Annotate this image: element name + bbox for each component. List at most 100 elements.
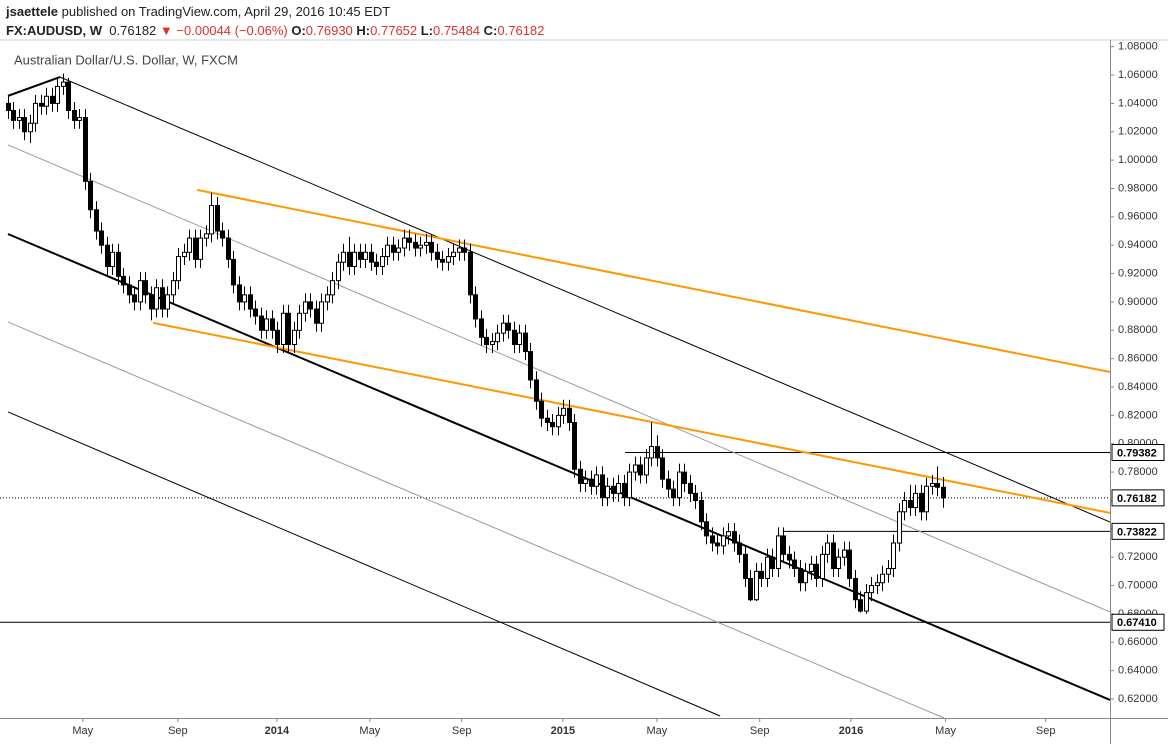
candle-body [886,568,891,575]
chart-title: Australian Dollar/U.S. Dollar, W, FXCM [14,52,238,67]
header: jsaettele published on TradingView.com, … [6,2,544,40]
candle-body [473,294,478,320]
y-tick-label: 1.02000 [1118,126,1158,138]
change: −0.00044 (−0.06%) [176,23,288,38]
candle-body [237,284,242,303]
candle-body [908,499,913,509]
y-tick-label: 0.82000 [1118,409,1158,421]
candle-body [935,482,940,488]
candle-body [303,301,308,314]
candle-body [858,599,863,612]
y-tick-label: 1.08000 [1118,41,1158,53]
candle-body [941,486,946,499]
candle-body [330,280,335,296]
candle-body [325,294,330,303]
candle-body [748,577,753,601]
trend-line [7,233,1110,701]
y-tick-label: 0.86000 [1118,353,1158,365]
y-tick-label: 0.90000 [1118,296,1158,308]
candle-body [193,237,198,260]
price-badge-label: 0.67410 [1117,617,1157,629]
candle-body [154,287,159,310]
candle-body [17,117,22,121]
price-badge [1111,613,1165,631]
candle-body [171,280,176,296]
candle-body [28,122,33,133]
candle-body [550,421,555,428]
candle-body [649,446,654,459]
candle-body [275,329,280,345]
published: published on TradingView.com, April 29, … [61,4,391,19]
candle-body [446,256,451,263]
candle-body [561,407,566,416]
candle-body [715,542,720,547]
candle-body [391,244,396,253]
candle-body [110,251,115,267]
candle-body [83,117,88,182]
candle-body [424,241,429,246]
y-tick-label: 0.64000 [1118,665,1158,677]
candle-body [116,251,121,277]
candle-body [341,251,346,263]
candle-body [259,315,264,331]
candle-body [875,582,880,587]
y-tick-label: 0.62000 [1118,693,1158,705]
candle-body [600,474,605,499]
candle-body [891,542,896,570]
y-tick-label: 0.98000 [1118,182,1158,194]
candle-body [930,482,935,487]
candle-body [72,109,77,121]
candle-body [539,400,544,419]
y-tick-label: 0.94000 [1118,239,1158,251]
candle-body [11,109,16,121]
y-tick-label: 0.78000 [1118,466,1158,478]
trend-line [7,144,1110,613]
candle-body [231,258,236,286]
candle-body [314,308,319,324]
candle-body [264,318,269,331]
candle-body [105,244,110,267]
candle-body [776,535,781,570]
price-badge [1111,522,1165,540]
y-tick-label: 0.66000 [1118,636,1158,648]
candle-body [138,280,143,303]
x-tick-label: Sep [750,725,770,737]
candle-body [732,531,737,544]
candle-body [627,471,632,499]
candle-body [402,237,407,249]
candle-body [864,592,869,612]
price-badge-label: 0.79382 [1117,447,1157,459]
candle-body [385,244,390,258]
candle-body [781,535,786,555]
candle-body [440,258,445,263]
candle-body [160,287,165,310]
candle-body [369,251,374,263]
candle-body [765,556,770,579]
candle-body [396,247,401,253]
candle-body [671,488,676,499]
candle-body [847,549,852,579]
y-tick-label: 0.96000 [1118,211,1158,223]
candle-body [611,485,616,494]
candle-body [380,256,385,267]
candle-body [567,407,572,423]
candle-body [523,332,528,353]
candle-body [578,468,583,484]
price-badge [1111,444,1165,462]
candle-body [583,478,588,484]
candle-body [902,499,907,513]
candle-body [149,294,154,310]
candle-body [517,332,522,345]
candle-body [204,233,209,239]
ohlc-key: H: [356,23,371,38]
trend-line [196,188,1110,373]
candle-body [803,570,808,584]
candle-body [286,312,291,345]
candle-body [220,230,225,239]
candle-body [490,341,495,345]
price-badge-label: 0.76182 [1117,493,1157,505]
candle-body [253,308,258,317]
trend-line [7,411,721,717]
candle-body [754,570,759,601]
